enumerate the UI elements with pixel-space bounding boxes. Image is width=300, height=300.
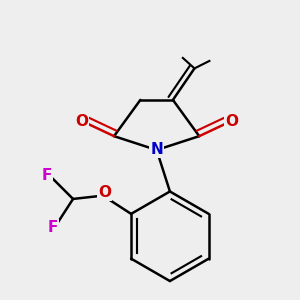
Text: F: F xyxy=(42,168,52,183)
Text: O: O xyxy=(75,114,88,129)
Text: N: N xyxy=(150,142,163,158)
Text: O: O xyxy=(98,185,111,200)
Text: F: F xyxy=(48,220,58,235)
Text: O: O xyxy=(225,114,238,129)
